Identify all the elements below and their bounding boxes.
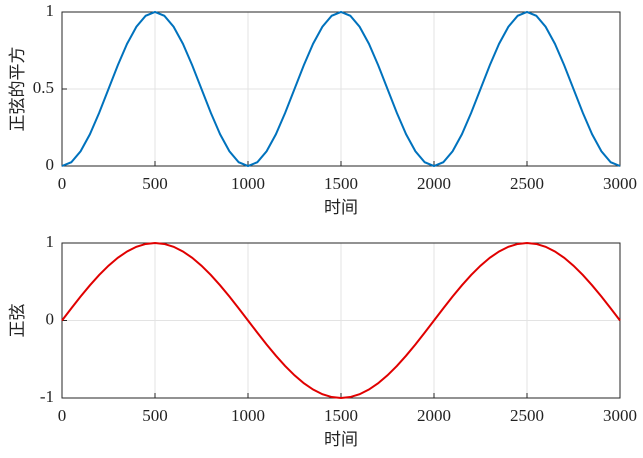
- x-tick-label: 1500: [324, 174, 358, 193]
- y-axis-label: 正弦: [8, 304, 28, 338]
- x-tick-label: 3000: [603, 174, 637, 193]
- x-tick-label: 0: [58, 406, 67, 425]
- y-tick-label: 0: [46, 155, 55, 174]
- x-tick-label: 1000: [231, 174, 265, 193]
- x-tick-label: 500: [142, 406, 168, 425]
- x-axis-label: 时间: [324, 430, 358, 450]
- x-tick-label: 2000: [417, 406, 451, 425]
- y-tick-label: 1: [46, 1, 55, 20]
- x-tick-label: 0: [58, 174, 67, 193]
- x-tick-label: 1000: [231, 406, 265, 425]
- y-tick-label: 0.5: [33, 78, 54, 97]
- x-tick-label: 500: [142, 174, 168, 193]
- y-tick-label: 0: [46, 309, 55, 328]
- x-tick-label: 2500: [510, 174, 544, 193]
- x-tick-label: 2500: [510, 406, 544, 425]
- data-line: [61, 10, 621, 168]
- data-line: [61, 241, 621, 400]
- x-tick-label: 1500: [324, 406, 358, 425]
- y-tick-label: 1: [46, 232, 55, 251]
- x-tick-label: 3000: [603, 406, 637, 425]
- x-tick-label: 2000: [417, 174, 451, 193]
- y-tick-label: -1: [40, 387, 54, 406]
- x-axis-label: 时间: [324, 198, 358, 218]
- y-axis-label: 正弦的平方: [8, 47, 28, 132]
